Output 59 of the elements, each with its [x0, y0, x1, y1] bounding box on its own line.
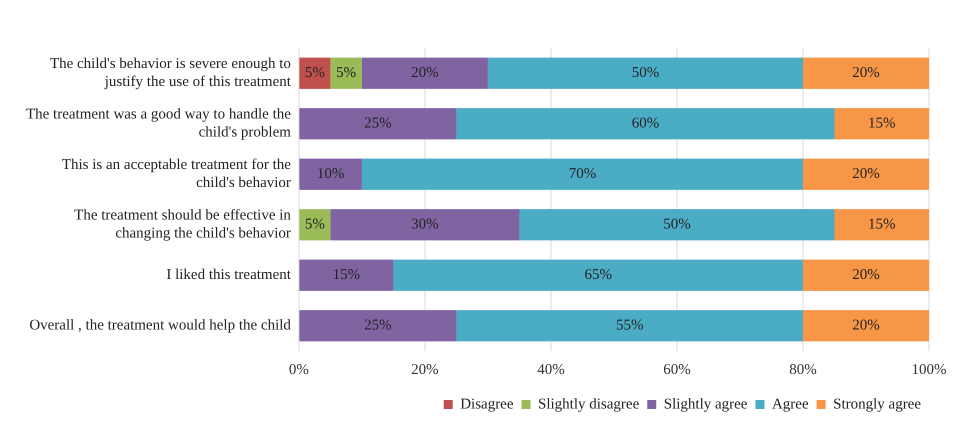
data-label: 15% [868, 216, 896, 233]
data-label: 25% [364, 116, 392, 132]
bar [330, 209, 520, 240]
legend-label: Disagree [460, 396, 514, 412]
bar [834, 108, 929, 140]
x-tick-label: 40% [537, 362, 565, 378]
data-label: 5% [304, 216, 325, 233]
bar [519, 209, 834, 240]
data-label: 65% [584, 267, 612, 284]
data-label: 20% [852, 65, 880, 82]
bar [488, 58, 803, 89]
data-label: 5% [336, 65, 356, 82]
bar [299, 209, 330, 240]
bar [393, 260, 803, 291]
data-label: 25% [364, 318, 392, 334]
data-label: 50% [632, 65, 660, 82]
bar [802, 158, 929, 190]
bar [802, 310, 929, 342]
bar [299, 158, 362, 190]
y-tick-label: The treatment was a good way to handle the child's problem [26, 106, 292, 141]
y-tick-label: Overall , the treatment would help the child [29, 318, 292, 334]
data-label: 60% [632, 116, 660, 132]
bar [362, 58, 488, 89]
bar [330, 58, 362, 89]
data-label: 20% [852, 166, 880, 182]
data-label: 20% [852, 267, 880, 284]
x-tick-label: 100% [912, 362, 946, 378]
data-label: 30% [411, 216, 439, 233]
bar [456, 310, 803, 342]
data-label: 5% [304, 65, 325, 82]
data-label: 50% [663, 216, 691, 233]
bar [299, 58, 330, 89]
legend-label: Agree [772, 396, 809, 412]
y-tick-label: The treatment should be effective in changing the child's behavior [74, 208, 292, 242]
bar [299, 310, 456, 342]
bar [299, 108, 456, 140]
bar [299, 260, 394, 291]
data-label: 15% [868, 116, 896, 132]
data-label: 15% [332, 267, 360, 284]
y-tick-label: The child's behavior is severe enough to justify the use of this treatment [50, 56, 292, 90]
bar [802, 58, 929, 89]
data-label: 20% [411, 65, 439, 82]
bar [456, 108, 834, 140]
x-tick-label: 0% [288, 362, 309, 378]
bar [362, 158, 803, 190]
bar [834, 209, 929, 240]
y-tick-label: I liked this treatment [166, 267, 292, 284]
x-tick-label: 60% [663, 362, 691, 378]
legend-label: Slightly disagree [538, 396, 640, 412]
data-label: 70% [568, 166, 596, 182]
data-label: 10% [316, 166, 344, 182]
x-tick-label: 20% [411, 362, 439, 378]
legend-label: Slightly agree [664, 396, 748, 412]
data-label: 20% [852, 318, 880, 334]
data-label: 55% [616, 318, 644, 334]
x-tick-label: 80% [789, 362, 817, 378]
y-tick-label: This is an acceptable treatment for the child's behavior [62, 157, 292, 192]
bar [802, 260, 929, 291]
legend-label: Strongly agree [833, 396, 922, 412]
